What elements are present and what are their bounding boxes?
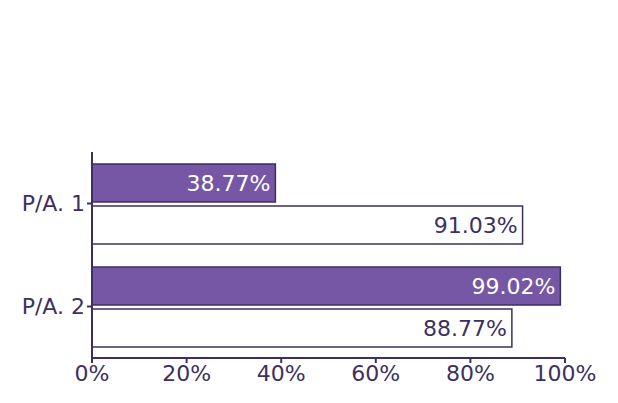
svg-text:P/A. 2: P/A. 2 [22,294,85,319]
svg-text:91.03%: 91.03% [434,213,518,238]
svg-text:80%: 80% [446,361,495,386]
svg-text:60%: 60% [351,361,400,386]
svg-text:38.77%: 38.77% [186,171,270,196]
svg-text:20%: 20% [162,361,211,386]
svg-text:100%: 100% [534,361,597,386]
svg-text:88.77%: 88.77% [423,316,507,341]
svg-text:40%: 40% [257,361,306,386]
svg-text:0%: 0% [75,361,110,386]
svg-text:99.02%: 99.02% [471,274,555,299]
svg-text:P/A. 1: P/A. 1 [22,191,85,216]
